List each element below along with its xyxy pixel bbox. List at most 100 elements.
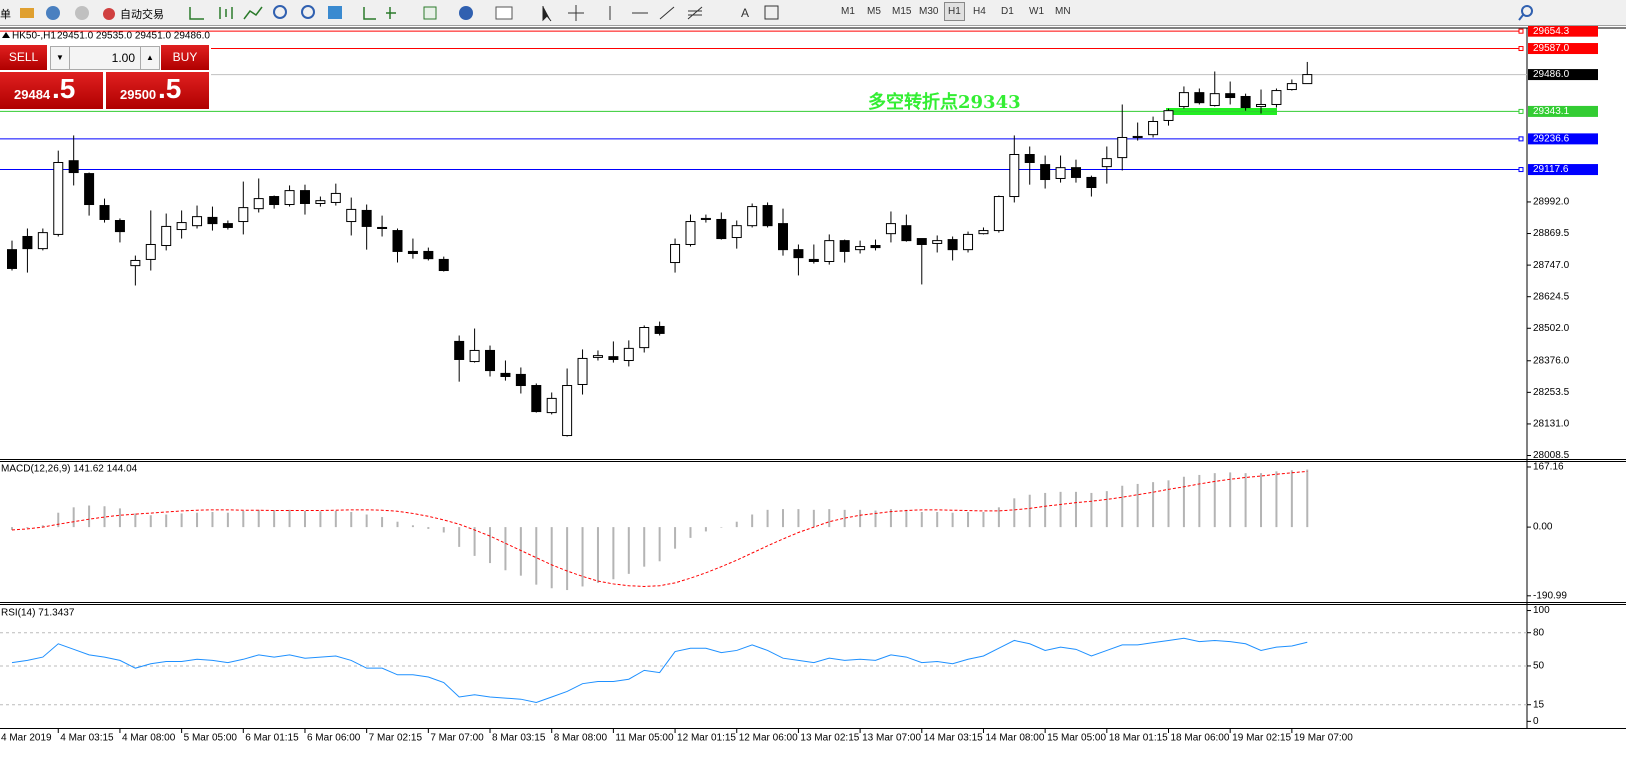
- x-tick-label: 12 Mar 01:15: [677, 733, 736, 744]
- timeframe-button[interactable]: H4: [973, 6, 986, 17]
- timeframe-button[interactable]: M15: [892, 6, 912, 17]
- lot-value[interactable]: 1.00: [111, 51, 135, 65]
- candle-body: [1225, 93, 1236, 99]
- candle-body: [53, 161, 64, 235]
- rsi-tick-label: 50: [1533, 661, 1545, 672]
- candle-body: [623, 347, 634, 362]
- candle-body: [1194, 92, 1205, 104]
- search-icon[interactable]: [1518, 4, 1538, 22]
- lot-up[interactable]: ▲: [140, 47, 159, 69]
- x-tick-label: 13 Mar 02:15: [800, 733, 859, 744]
- macd-bar: [72, 507, 75, 528]
- icon: [75, 6, 89, 20]
- macd-bar: [1074, 491, 1077, 528]
- timeframe-button[interactable]: MN: [1055, 6, 1071, 17]
- candle-body: [68, 160, 79, 174]
- icon: [568, 5, 675, 21]
- macd-bar: [782, 509, 784, 528]
- candle-body: [1256, 103, 1267, 108]
- macd-bar: [1121, 485, 1124, 528]
- candle-body: [963, 233, 974, 251]
- level-label-box: [1528, 164, 1598, 176]
- candle-body: [654, 325, 665, 334]
- macd-bar: [1198, 474, 1201, 528]
- macd-title: MACD(12,26,9) 141.62 144.04: [1, 464, 138, 475]
- candle-body: [238, 207, 249, 223]
- y-tick-label: 28008.5: [1533, 450, 1570, 461]
- collapse-icon: [2, 32, 10, 38]
- macd-bar: [643, 527, 646, 567]
- candle-body: [731, 225, 742, 239]
- macd-bar: [874, 510, 877, 528]
- timeframe-button[interactable]: W1: [1029, 6, 1044, 17]
- bid-main: 29484: [14, 87, 51, 102]
- candle-body: [978, 230, 989, 235]
- candle-body: [808, 258, 819, 263]
- bid-label-box: [1528, 69, 1598, 81]
- buy-button[interactable]: BUY: [161, 45, 209, 70]
- macd-bar: [11, 527, 13, 530]
- macd-bar: [242, 510, 245, 528]
- candle-body: [377, 226, 388, 229]
- menu-item[interactable]: 单: [0, 9, 11, 21]
- macd-bar: [997, 507, 1000, 528]
- lot-down[interactable]: ▼: [51, 47, 70, 69]
- macd-bar: [1105, 491, 1108, 528]
- level-label: 29343.1: [1533, 106, 1570, 117]
- macd-bar: [828, 509, 831, 528]
- x-tick-label: 4 Mar 03:15: [60, 733, 114, 744]
- candle-body: [608, 356, 619, 360]
- timeframe-button[interactable]: M1: [841, 6, 855, 17]
- candle-body: [947, 239, 958, 251]
- macd-bar: [889, 509, 892, 528]
- sell-button[interactable]: SELL: [0, 45, 47, 70]
- candle-body: [145, 243, 156, 260]
- candle-body: [284, 190, 295, 206]
- rsi-tick-label: 15: [1533, 699, 1545, 710]
- macd-bar: [118, 508, 121, 528]
- macd-bar: [149, 515, 152, 528]
- macd-bar: [396, 521, 399, 528]
- level-handle: [1518, 108, 1524, 114]
- macd-bar: [581, 527, 584, 587]
- macd-bar: [920, 511, 923, 528]
- candle-body: [454, 340, 465, 360]
- macd-bar: [1229, 472, 1232, 528]
- macd-bar: [967, 511, 970, 528]
- auto-trading[interactable]: 自动交易: [120, 9, 164, 21]
- candle-body: [361, 209, 372, 227]
- bid-price[interactable]: 29484 .5: [0, 72, 103, 109]
- candle-body: [176, 222, 187, 231]
- macd-bar: [1090, 492, 1093, 528]
- macd-bar: [334, 510, 337, 528]
- toolbar: 单 自动交易 A M1 M5 M15 M30 H1 H4 D1 W1 MN: [0, 0, 1626, 26]
- macd-bar: [1028, 494, 1031, 528]
- ask-main: 29500: [120, 87, 157, 102]
- icon: [687, 6, 703, 20]
- timeframe-button[interactable]: D1: [1001, 6, 1014, 17]
- macd-bar: [905, 509, 908, 528]
- timeframe-button[interactable]: M30: [919, 6, 939, 17]
- icon: [1518, 14, 1524, 21]
- ask-price[interactable]: 29500 .5: [106, 72, 209, 109]
- timeframe-button[interactable]: H1: [944, 2, 965, 21]
- level-label-box: [1528, 43, 1598, 55]
- macd-bar: [1213, 473, 1216, 528]
- macd-tick-label: 0.00: [1533, 522, 1553, 533]
- macd-bar: [165, 514, 168, 528]
- x-tick-label: 7 Mar 02:15: [369, 733, 423, 744]
- candle-body: [99, 205, 110, 220]
- timeframe-button[interactable]: M5: [867, 6, 881, 17]
- candle-body: [747, 206, 758, 227]
- icon: [363, 7, 396, 20]
- level-handle: [1518, 46, 1524, 52]
- macd-bar: [627, 527, 630, 574]
- annotation: 多空转折点29343: [868, 91, 1021, 113]
- macd-bar: [766, 509, 769, 528]
- y-tick-label: 28253.5: [1533, 387, 1570, 398]
- x-tick-label: 15 Mar 05:00: [1047, 733, 1106, 744]
- level-label-box: [1528, 133, 1598, 145]
- macd-bar: [26, 527, 29, 529]
- candle-body: [932, 240, 943, 244]
